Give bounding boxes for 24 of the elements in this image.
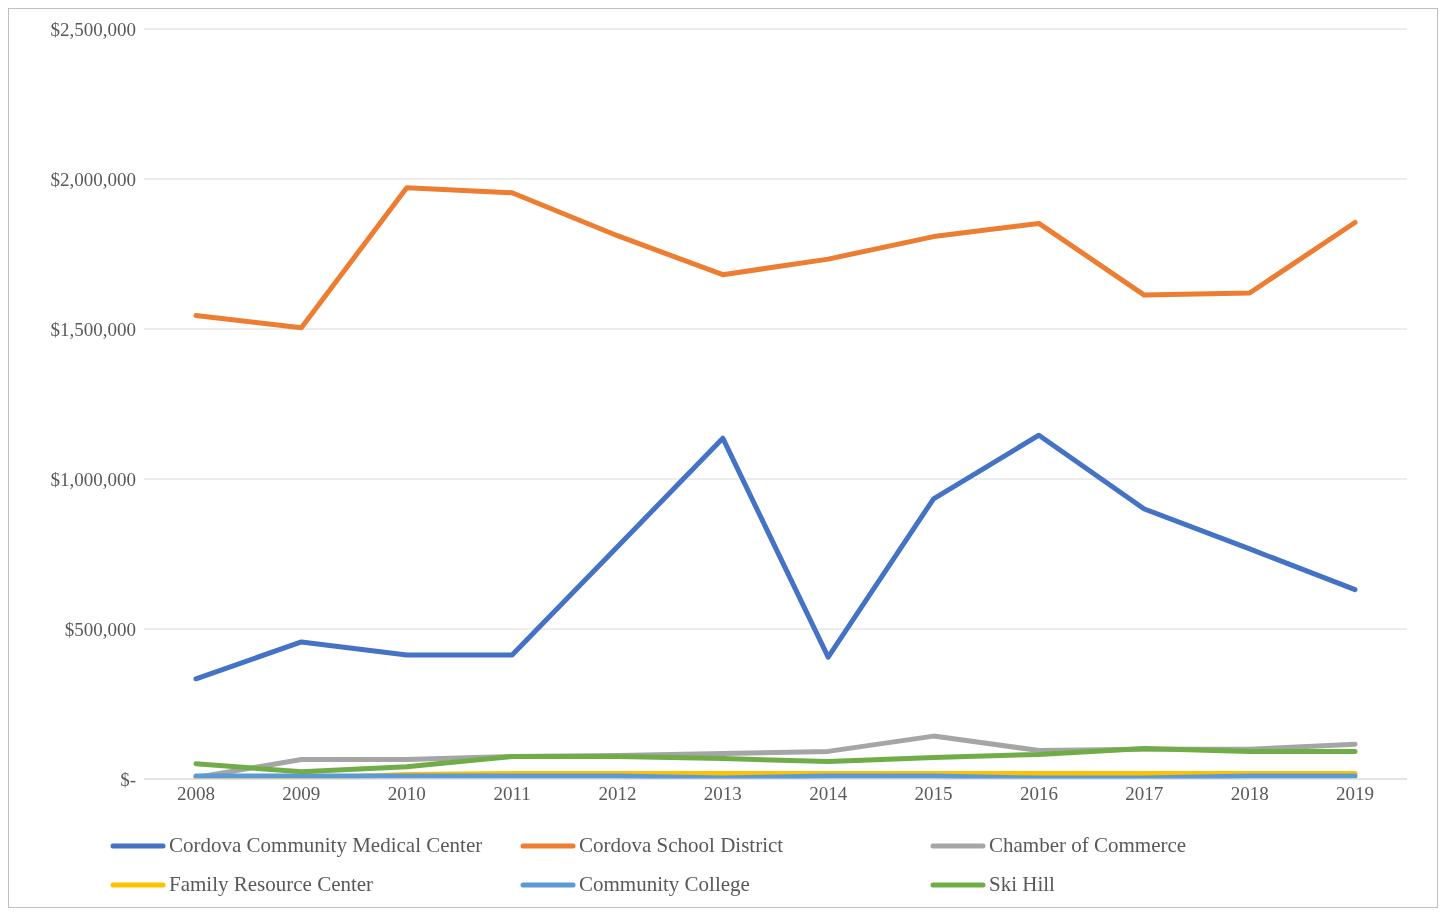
x-tick-label: 2019 xyxy=(1336,783,1374,805)
legend-label: Chamber of Commerce xyxy=(989,833,1187,858)
x-tick-label: 2017 xyxy=(1125,783,1164,805)
legend-label: Family Resource Center xyxy=(169,872,374,897)
x-tick-label: 2012 xyxy=(598,783,637,805)
x-tick-label: 2011 xyxy=(493,783,531,805)
legend-label: Community College xyxy=(579,872,750,897)
x-tick-label: 2008 xyxy=(177,783,215,805)
x-tick-label: 2010 xyxy=(387,783,426,805)
legend-label: Ski Hill xyxy=(989,872,1055,897)
x-tick-label: 2016 xyxy=(1019,783,1058,805)
x-tick-label: 2014 xyxy=(809,783,848,805)
y-tick-label: $- xyxy=(120,768,136,790)
y-tick-label: $1,500,000 xyxy=(50,318,136,340)
x-tick-label: 2015 xyxy=(914,783,953,805)
y-tick-label: $500,000 xyxy=(64,618,136,640)
legend-label: Cordova School District xyxy=(579,833,784,858)
legend-label: Cordova Community Medical Center xyxy=(169,833,483,858)
x-tick-label: 2013 xyxy=(703,783,742,805)
y-tick-label: $2,000,000 xyxy=(50,168,136,190)
y-tick-label: $2,500,000 xyxy=(50,18,136,40)
x-tick-label: 2009 xyxy=(282,783,321,805)
x-tick-label: 2018 xyxy=(1230,783,1269,805)
y-tick-label: $1,000,000 xyxy=(50,468,136,490)
